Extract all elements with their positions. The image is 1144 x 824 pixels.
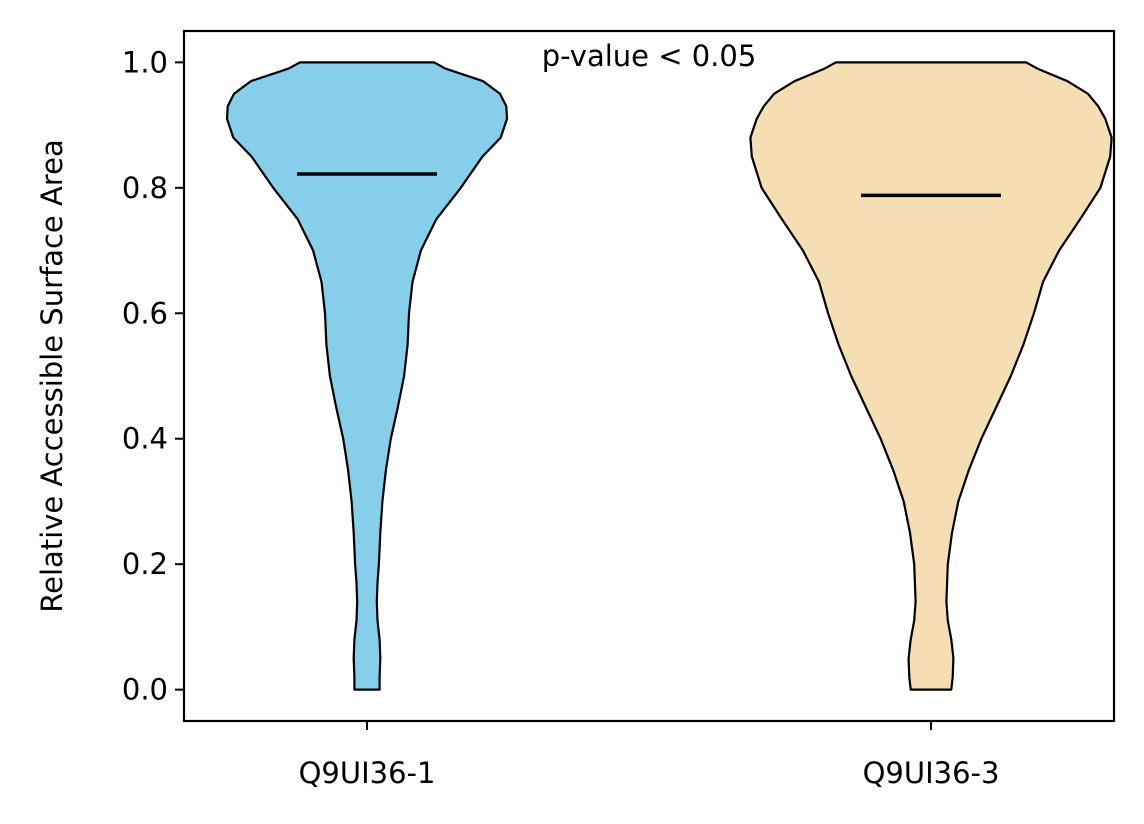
y-tick-label: 0.6	[122, 296, 168, 330]
plot-frame	[182, 29, 1116, 723]
y-tick-label: 0.2	[122, 547, 168, 581]
y-tick-label: 0.4	[122, 422, 168, 456]
x-axis: Q9UI36-1 Q9UI36-3	[299, 721, 1000, 790]
y-axis: 0.0 0.2 0.4 0.6 0.8 1.0	[122, 45, 184, 707]
y-axis-label: Relative Accessible Surface Area	[35, 139, 69, 612]
y-tick-label: 0.8	[122, 171, 168, 205]
violin-Q9UI36-1	[225, 61, 509, 691]
mean-marker-layer	[297, 172, 1001, 198]
violin-layer	[225, 61, 1113, 691]
p-value-annotation: p-value < 0.05	[542, 39, 757, 73]
x-tick-label: Q9UI36-3	[863, 756, 1000, 790]
y-tick-label: 1.0	[122, 45, 168, 79]
x-tick-label: Q9UI36-1	[299, 756, 436, 790]
violin-Q9UI36-3	[749, 61, 1113, 691]
y-tick-label: 0.0	[122, 673, 168, 707]
